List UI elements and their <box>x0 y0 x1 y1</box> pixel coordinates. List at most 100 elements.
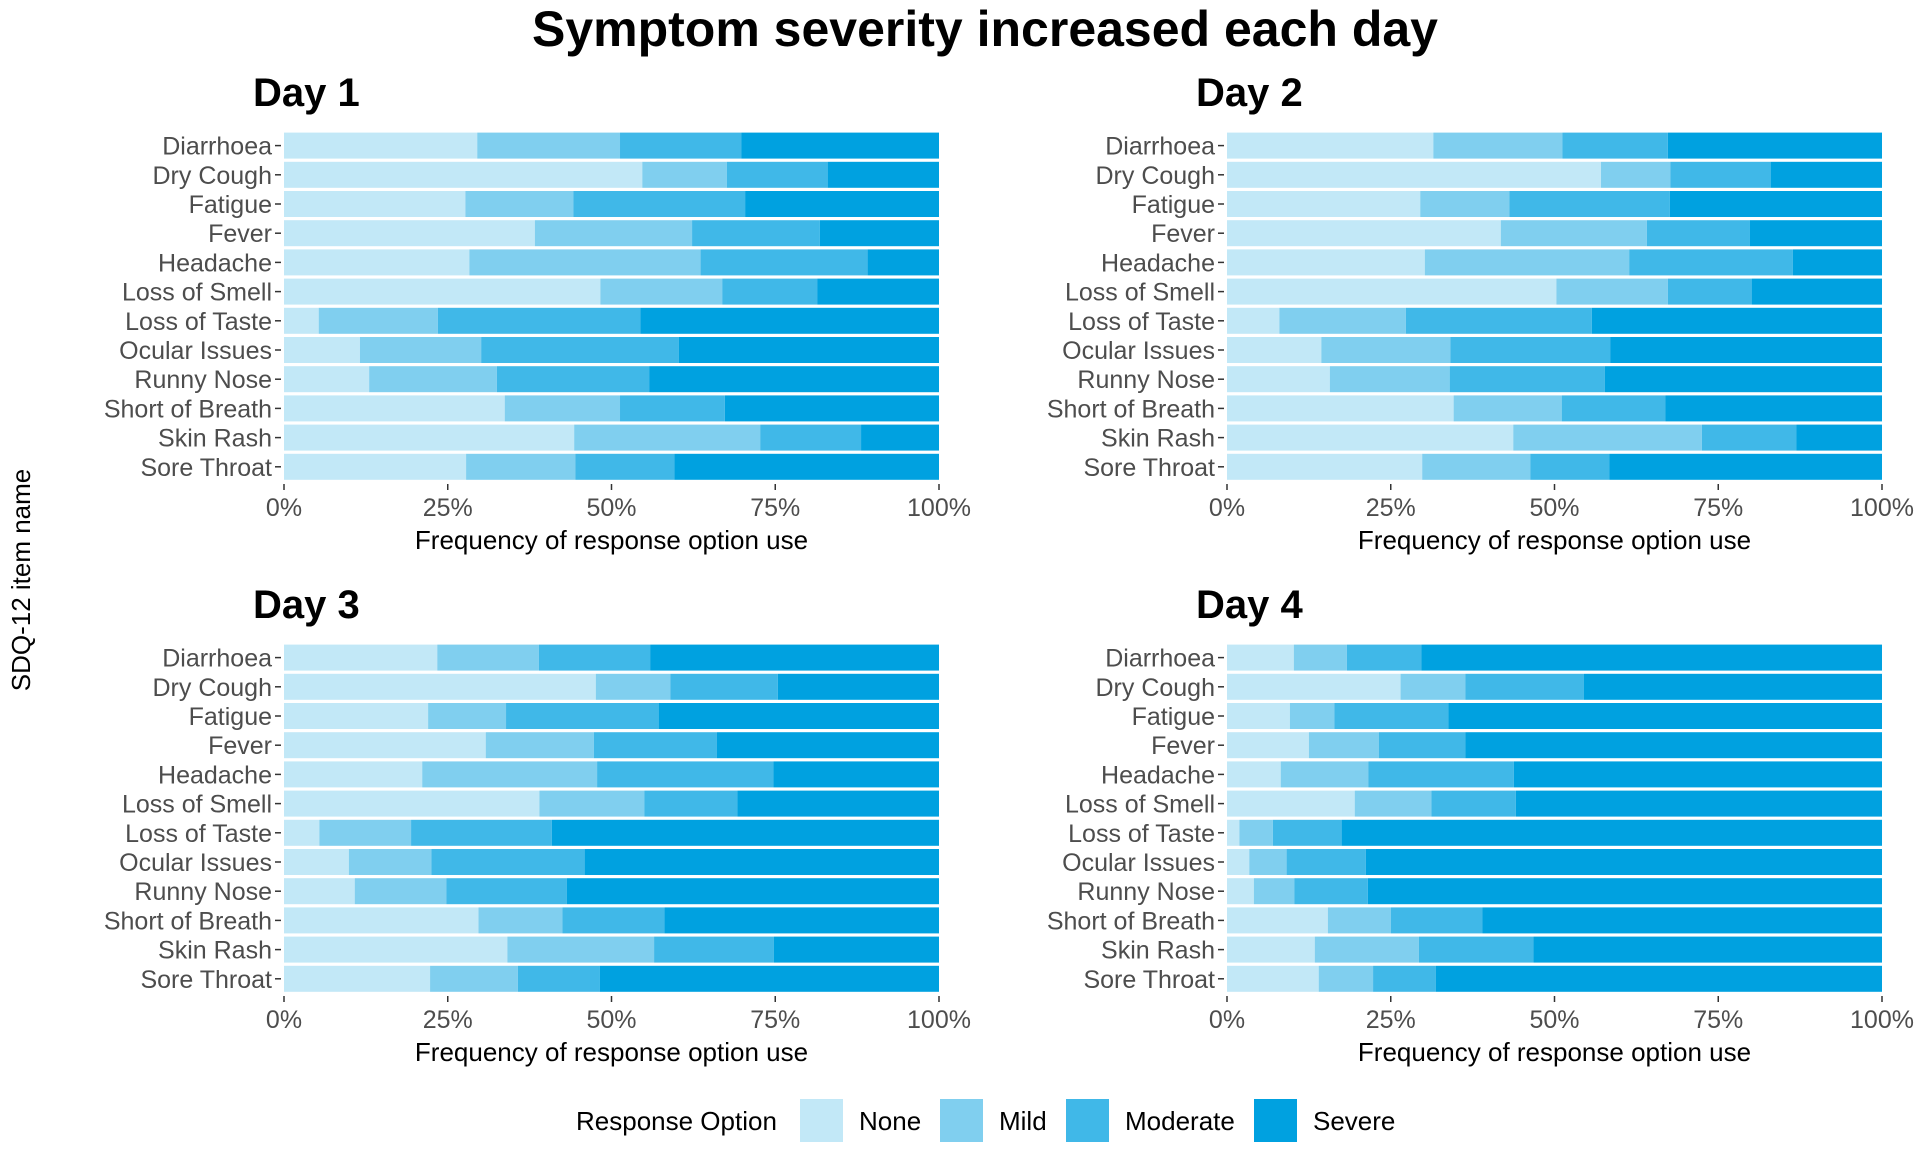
category-label: Runny Nose <box>1077 366 1215 394</box>
bar-segment-moderate <box>700 249 868 276</box>
bar-segment-none <box>1227 790 1355 817</box>
bar-row-diarrhoea <box>1227 132 1882 159</box>
bar-segment-none <box>284 191 466 217</box>
bar-segment-moderate <box>644 790 738 817</box>
category-label: Fever <box>208 732 272 760</box>
bar-segment-mild <box>466 453 576 480</box>
bar-segment-mild <box>1293 644 1347 671</box>
bar-row-loss-of-smell <box>1227 790 1882 817</box>
bar-segment-moderate <box>1561 395 1666 422</box>
bar-segment-severe <box>1796 424 1882 451</box>
category-label: Ocular Issues <box>119 849 272 877</box>
bar-segment-none <box>1227 424 1514 451</box>
bar-segment-moderate <box>722 278 818 305</box>
bar-segment-none <box>284 307 319 334</box>
bar-segment-severe <box>649 366 939 393</box>
x-tick-label: 0% <box>266 494 302 522</box>
bar-segment-none <box>284 790 540 817</box>
category-label: Sore Throat <box>1083 966 1215 994</box>
category-label: Short of Breath <box>1047 395 1215 423</box>
x-tick-label: 50% <box>586 494 636 522</box>
bar-segment-severe <box>658 703 939 729</box>
legend-item-moderate: Moderate <box>1066 1099 1235 1142</box>
bar-segment-severe <box>861 424 939 451</box>
category-label: Diarrhoea <box>162 133 272 161</box>
bar-segment-mild <box>430 965 518 992</box>
bar-segment-mild <box>539 790 645 817</box>
category-label: Fever <box>1151 732 1215 760</box>
category-label: Short of Breath <box>1047 907 1215 935</box>
bar-segment-moderate <box>593 732 717 759</box>
bar-segment-none <box>284 161 643 188</box>
bar-row-skin-rash <box>284 424 939 451</box>
bar-segment-severe <box>1665 395 1882 422</box>
category-label: Dry Cough <box>153 674 273 702</box>
bar-row-sore-throat <box>284 453 939 480</box>
category-label: Loss of Taste <box>1068 308 1215 336</box>
x-tick-label: 100% <box>1850 494 1914 522</box>
x-tick-label: 50% <box>1529 1006 1579 1034</box>
category-label: Runny Nose <box>134 366 272 394</box>
bar-segment-none <box>1227 849 1250 875</box>
bar-segment-none <box>284 907 479 934</box>
bar-segment-none <box>1227 132 1434 159</box>
bar-segment-mild <box>507 936 655 963</box>
bar-segment-mild <box>1279 307 1406 334</box>
bar-segment-mild <box>1513 424 1702 451</box>
bar-row-fever <box>1227 220 1882 247</box>
bar-segment-moderate <box>620 395 725 422</box>
bar-segment-none <box>284 337 360 363</box>
bar-segment-moderate <box>431 849 585 875</box>
bar-segment-severe <box>1465 732 1882 759</box>
legend-swatch <box>1254 1099 1297 1142</box>
bar-segment-severe <box>737 790 939 817</box>
bar-segment-none <box>1227 878 1254 905</box>
category-label: Headache <box>158 761 272 789</box>
bar-segment-moderate <box>1646 220 1750 247</box>
bar-segment-severe <box>745 191 939 217</box>
bar-row-loss-of-taste <box>1227 307 1882 334</box>
bar-segment-mild <box>1314 936 1419 963</box>
bar-segment-mild <box>485 732 594 759</box>
bar-row-skin-rash <box>1227 936 1882 963</box>
bar-segment-severe <box>773 761 939 788</box>
bar-segment-mild <box>1354 790 1432 817</box>
bar-segment-none <box>1227 366 1330 393</box>
bar-segment-moderate <box>575 453 675 480</box>
bar-segment-mild <box>504 395 621 422</box>
bar-segment-none <box>1227 732 1309 759</box>
bar-segment-severe <box>1341 819 1883 846</box>
bar-row-sore-throat <box>284 965 939 992</box>
bar-segment-none <box>284 395 505 422</box>
x-tick-label: 50% <box>586 1006 636 1034</box>
category-label: Loss of Smell <box>122 791 272 819</box>
x-tick-label: 25% <box>423 1006 473 1034</box>
bar-row-headache <box>1227 249 1882 276</box>
bar-row-runny-nose <box>284 366 939 393</box>
category-label: Short of Breath <box>104 907 272 935</box>
bar-segment-mild <box>437 644 539 671</box>
category-label: Loss of Smell <box>1065 279 1215 307</box>
bar-segment-moderate <box>573 191 746 217</box>
bar-row-loss-of-taste <box>284 819 939 846</box>
legend-swatch <box>800 1099 843 1142</box>
bar-segment-none <box>284 673 596 700</box>
bar-segment-severe <box>819 220 939 247</box>
bar-row-loss-of-taste <box>284 307 939 334</box>
bar-segment-severe <box>1583 673 1882 700</box>
bar-segment-none <box>284 703 429 729</box>
bar-segment-mild <box>1422 453 1531 480</box>
bar-segment-severe <box>827 161 939 188</box>
bar-row-loss-of-smell <box>284 278 939 305</box>
bar-segment-mild <box>469 249 701 276</box>
bar-segment-severe <box>1435 965 1882 992</box>
x-tick-label: 75% <box>1693 1006 1743 1034</box>
legend-swatch <box>1066 1099 1109 1142</box>
bar-segment-severe <box>1669 191 1882 217</box>
category-label: Headache <box>1101 761 1215 789</box>
bar-segment-severe <box>1448 703 1882 729</box>
bar-segment-mild <box>600 278 723 305</box>
bar-row-fatigue <box>1227 703 1882 729</box>
